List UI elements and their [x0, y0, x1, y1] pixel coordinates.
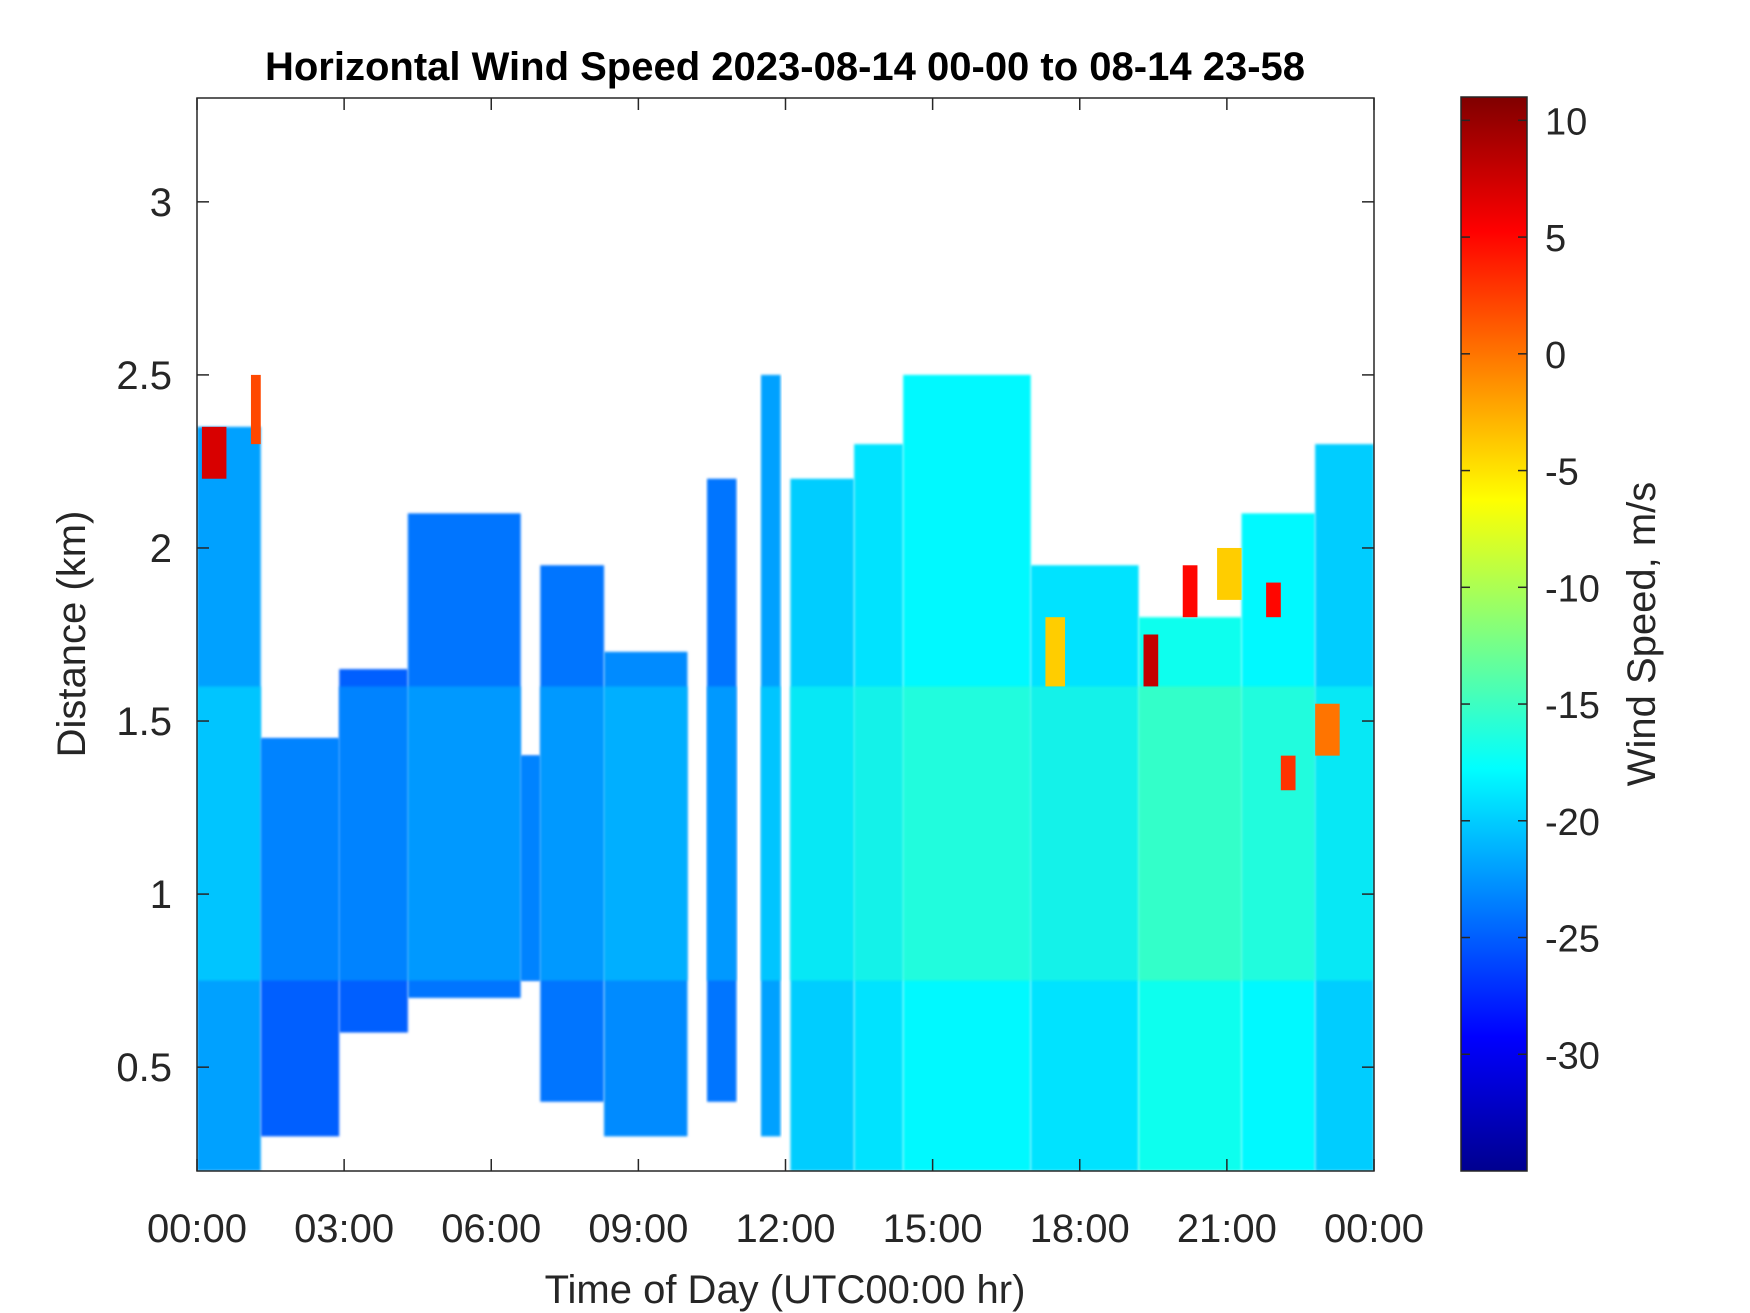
colorbar-tick-label: -30: [1545, 1035, 1600, 1077]
heatmap-patch: [250, 374, 261, 445]
heatmap-core-block: [197, 686, 261, 981]
colorbar-ticks: 10 5 0 -5 -10 -15 -20 -25 -30: [1461, 101, 1600, 1077]
heatmap-patch: [1143, 634, 1159, 687]
heatmap-core-block: [407, 686, 521, 981]
x-tick-label: 06:00: [441, 1207, 541, 1251]
chart-title: Horizontal Wind Speed 2023-08-14 00-00 t…: [265, 45, 1305, 89]
heatmap-core-block: [339, 686, 408, 981]
x-tick-label: 09:00: [588, 1207, 688, 1251]
heatmap-patch: [1315, 703, 1340, 756]
y-axis-ticks: 0.5 1 1.5 2 2.5 3: [116, 181, 1374, 1090]
x-axis-ticks: 00:00 03:00 06:00 09:00 12:00 15:00 18:00 21:00…: [147, 98, 1424, 1251]
colorbar-tick-label: 0: [1545, 335, 1566, 377]
x-tick-label: 00:00: [1324, 1207, 1424, 1251]
heatmap-core-block: [260, 738, 340, 981]
colorbar-tick-label: 10: [1545, 101, 1587, 143]
heatmap-core-block: [854, 686, 904, 981]
heatmap-core-block: [790, 686, 855, 981]
x-tick-label: 15:00: [883, 1207, 983, 1251]
y-tick-label: 0.5: [116, 1046, 172, 1090]
heatmap-cells: [197, 374, 1374, 1171]
heatmap-core-block: [1030, 686, 1139, 981]
heatmap-patch: [1280, 755, 1296, 791]
x-tick-label: 03:00: [294, 1207, 394, 1251]
heatmap-core-block: [1138, 686, 1242, 981]
heatmap-core-block: [903, 686, 1031, 981]
heatmap-core-block: [520, 755, 541, 981]
x-tick-label: 21:00: [1177, 1207, 1277, 1251]
heatmap-core-block: [1241, 686, 1316, 981]
colorbar-tick-label: -20: [1545, 802, 1600, 844]
heatmap-patch: [1182, 565, 1198, 618]
colorbar-tick-label: -15: [1545, 685, 1600, 727]
heatmap-core-block: [760, 686, 781, 981]
y-tick-label: 1.5: [116, 700, 172, 744]
colorbar: [1460, 96, 1528, 1172]
x-tick-label: 18:00: [1030, 1207, 1130, 1251]
colorbar-tick-label: -10: [1545, 568, 1600, 610]
y-tick-label: 3: [150, 181, 172, 225]
heatmap-patch: [1266, 582, 1281, 618]
plot-area: [197, 98, 1374, 1171]
heatmap-patch: [1217, 547, 1242, 600]
y-tick-label: 1: [150, 873, 172, 917]
x-tick-label: 12:00: [735, 1207, 835, 1251]
colorbar-tick-label: -5: [1545, 452, 1579, 494]
heatmap-patch: [201, 426, 227, 479]
heatmap-core-block: [707, 686, 737, 981]
y-tick-label: 2.5: [116, 354, 172, 398]
heatmap-core-block: [604, 686, 688, 981]
colorbar-label: Wind Speed, m/s: [1620, 482, 1664, 787]
x-axis-label: Time of Day (UTC00:00 hr): [545, 1268, 1026, 1312]
colorbar-tick-label: 5: [1545, 218, 1566, 260]
heatmap-patch: [1045, 617, 1066, 687]
heatmap-core-block: [540, 686, 605, 981]
x-tick-label: 00:00: [147, 1207, 247, 1251]
y-axis-label: Distance (km): [50, 511, 94, 758]
y-tick-label: 2: [150, 527, 172, 571]
colorbar-tick-label: -25: [1545, 919, 1600, 961]
